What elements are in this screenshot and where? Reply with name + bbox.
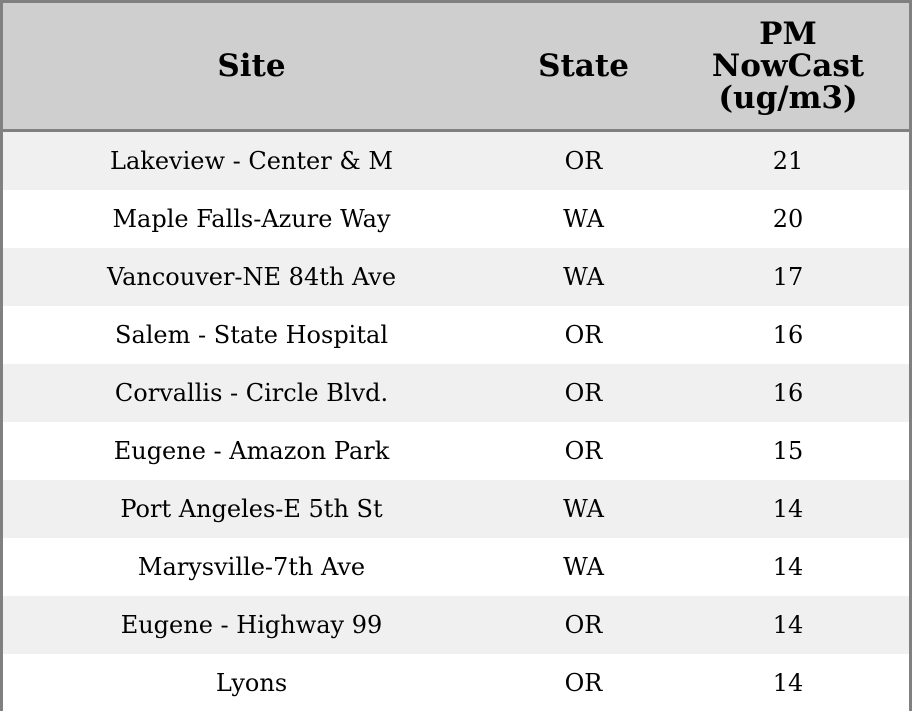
table-header: Site State PM NowCast (ug/m3) bbox=[3, 3, 909, 132]
header-site: Site bbox=[217, 48, 286, 84]
table-row: Eugene - Highway 99 OR 14 bbox=[3, 596, 909, 654]
cell-site: Port Angeles-E 5th St bbox=[120, 495, 383, 523]
cell-pm-nowcast: 20 bbox=[772, 205, 804, 233]
cell-pm-nowcast: 21 bbox=[772, 147, 804, 175]
cell-state: OR bbox=[564, 437, 603, 465]
table-row: Maple Falls-Azure Way WA 20 bbox=[3, 190, 909, 248]
cell-state: WA bbox=[563, 263, 604, 291]
cell-pm-nowcast: 16 bbox=[772, 321, 804, 349]
cell-state: OR bbox=[564, 379, 603, 407]
cell-site: Marysville-7th Ave bbox=[137, 553, 366, 581]
cell-pm-nowcast: 17 bbox=[772, 263, 804, 291]
table-row: Marysville-7th Ave WA 14 bbox=[3, 538, 909, 596]
cell-site: Eugene - Amazon Park bbox=[113, 437, 390, 465]
cell-site: Eugene - Highway 99 bbox=[120, 611, 383, 639]
header-pm-line1: PM bbox=[759, 16, 817, 52]
header-pm-line2: NowCast bbox=[711, 48, 865, 84]
header-pm-nowcast: PM NowCast (ug/m3) bbox=[667, 3, 909, 129]
cell-pm-nowcast: 14 bbox=[772, 611, 804, 639]
cell-state: WA bbox=[563, 205, 604, 233]
table-body: Lakeview - Center & M OR 21 Maple Falls-Azu… bbox=[3, 132, 909, 712]
cell-site: Lyons bbox=[215, 669, 288, 697]
cell-pm-nowcast: 14 bbox=[772, 669, 804, 697]
cell-pm-nowcast: 16 bbox=[772, 379, 804, 407]
cell-state: WA bbox=[563, 495, 604, 523]
cell-state: OR bbox=[564, 321, 603, 349]
cell-pm-nowcast: 14 bbox=[772, 553, 804, 581]
cell-pm-nowcast: 15 bbox=[772, 437, 804, 465]
table-row: Salem - State Hospital OR 16 bbox=[3, 306, 909, 364]
header-pm-line3: (ug/m3) bbox=[718, 80, 858, 116]
cell-state: OR bbox=[564, 669, 603, 697]
table-row: Lyons OR 14 bbox=[3, 654, 909, 712]
table-row: Vancouver-NE 84th Ave WA 17 bbox=[3, 248, 909, 306]
cell-site: Maple Falls-Azure Way bbox=[112, 205, 391, 233]
cell-state: WA bbox=[563, 553, 604, 581]
cell-site: Lakeview - Center & M bbox=[110, 147, 393, 175]
table-row: Corvallis - Circle Blvd. OR 16 bbox=[3, 364, 909, 422]
cell-state: OR bbox=[564, 611, 603, 639]
cell-site: Vancouver-NE 84th Ave bbox=[106, 263, 397, 291]
cell-site: Salem - State Hospital bbox=[115, 321, 388, 349]
table-row: Lakeview - Center & M OR 21 bbox=[3, 132, 909, 190]
table-row: Port Angeles-E 5th St WA 14 bbox=[3, 480, 909, 538]
cell-pm-nowcast: 14 bbox=[772, 495, 804, 523]
cell-state: OR bbox=[564, 147, 603, 175]
header-state: State bbox=[538, 48, 629, 84]
table-row: Eugene - Amazon Park OR 15 bbox=[3, 422, 909, 480]
cell-site: Corvallis - Circle Blvd. bbox=[114, 379, 389, 407]
